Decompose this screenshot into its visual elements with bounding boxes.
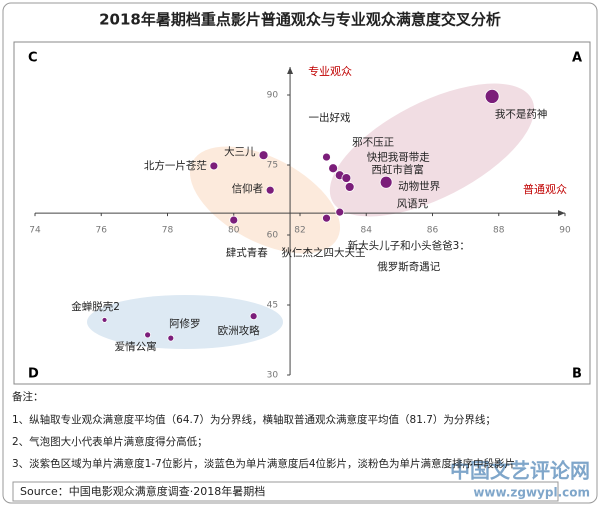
y-tick-label: 45 xyxy=(267,301,278,311)
point-label: 邪不压正 xyxy=(352,136,394,148)
point-label: 风语咒 xyxy=(397,198,429,210)
x-tick-label: 82 xyxy=(294,226,305,236)
point-label: 欧洲攻略 xyxy=(218,324,260,337)
bubble xyxy=(258,150,269,161)
point-label: 北方一片苍茫 xyxy=(144,159,207,172)
bubble xyxy=(335,207,345,217)
chart-title: 2018年暑期档重点影片普通观众与专业观众满意度交叉分析 xyxy=(99,11,501,29)
region-bottom xyxy=(87,295,283,349)
y-axis-label: 专业观众 xyxy=(308,64,352,78)
x-tick-label: 84 xyxy=(361,226,373,236)
x-tick-label: 90 xyxy=(559,226,571,236)
point-label: 我不是药神 xyxy=(495,107,548,120)
y-tick-label: 75 xyxy=(267,161,278,171)
bubble xyxy=(229,215,239,225)
note-line: 2、气泡图大小代表单片满意度得分高低； xyxy=(12,436,208,448)
bubble xyxy=(167,334,175,342)
bubble xyxy=(484,89,500,104)
x-axis-arrow xyxy=(558,210,565,217)
plot-frame xyxy=(13,41,591,385)
bubble xyxy=(209,161,219,171)
bubble xyxy=(322,213,331,223)
bubble xyxy=(265,185,275,195)
point-label: 肆式青春 xyxy=(226,246,268,259)
bubble xyxy=(344,182,355,192)
point-label: 大三儿 xyxy=(224,145,256,158)
y-tick-label: 30 xyxy=(267,371,279,381)
quadrant-label: C xyxy=(28,51,38,66)
x-tick-label: 88 xyxy=(493,226,505,236)
region-middle xyxy=(189,146,341,254)
bubble xyxy=(144,331,152,339)
x-tick-label: 78 xyxy=(162,226,174,236)
bubble xyxy=(101,317,108,323)
x-tick-label: 86 xyxy=(427,226,439,236)
bubble xyxy=(379,175,393,189)
point-label: 信仰者 xyxy=(232,182,264,195)
y-axis-arrow xyxy=(287,67,294,74)
quadrant-label: A xyxy=(572,51,582,66)
point-label: 西虹市首富 xyxy=(371,163,424,176)
point-label: 俄罗斯奇遇记 xyxy=(377,260,440,273)
point-label: 金蝉脱壳2 xyxy=(71,300,120,313)
x-tick-label: 76 xyxy=(96,226,108,236)
notes-heading: 备注： xyxy=(12,391,44,403)
y-tick-label: 60 xyxy=(267,231,279,241)
source: Source：中国电影观众满意度调查·2018年暑期档 xyxy=(20,484,265,498)
quadrant-label: B xyxy=(572,367,582,382)
y-tick-label: 90 xyxy=(267,91,279,101)
note-line: 3、淡紫色区域为单片满意度1-7位影片，淡蓝色为单片满意度后4位影片，淡粉色为单… xyxy=(12,458,516,470)
point-label: 动物世界 xyxy=(398,179,440,192)
x-axis-label: 普通观众 xyxy=(523,182,567,196)
quadrant-label: D xyxy=(28,367,39,382)
x-tick-label: 74 xyxy=(29,226,41,236)
bubble xyxy=(328,163,339,174)
watermark-url: www.zgwypl.com xyxy=(473,486,590,500)
watermark: 中国文艺评论网 xyxy=(450,459,590,483)
point-label: 新大头儿子和小头爸爸3： xyxy=(348,239,470,252)
point-label: 爱情公寓 xyxy=(115,340,157,353)
note-line: 1、纵轴取专业观众满意度平均值（64.7）为分界线，横轴取普通观众满意度平均值（… xyxy=(12,414,496,426)
point-label: 一出好戏 xyxy=(309,111,351,124)
source-box xyxy=(12,481,559,502)
bubble xyxy=(322,152,331,162)
point-label: 快把我哥带走 xyxy=(367,150,430,163)
bubble xyxy=(249,312,258,321)
point-label: 阿修罗 xyxy=(169,317,201,330)
bubble xyxy=(341,173,352,183)
point-label: 狄仁杰之四大天王 xyxy=(282,246,366,259)
x-tick-label: 80 xyxy=(228,226,240,236)
